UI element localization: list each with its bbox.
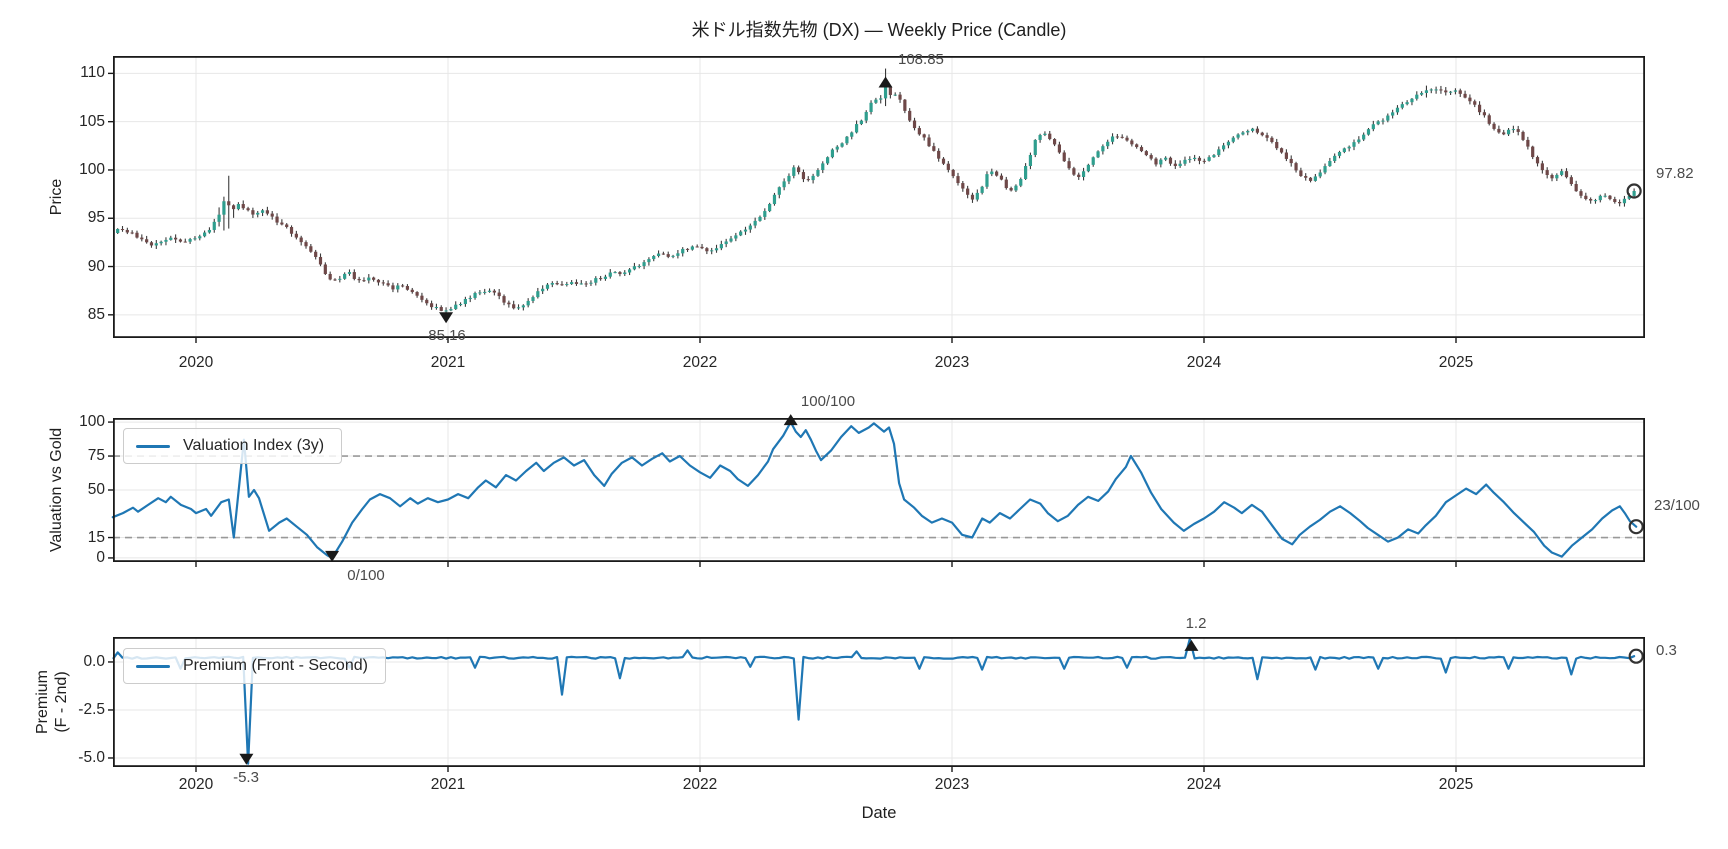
- chart-title: 米ドル指数先物 (DX) — Weekly Price (Candle): [691, 20, 1067, 40]
- marker-layer: [325, 414, 1644, 562]
- x-tick-label: 2020: [178, 776, 214, 793]
- y-tick-label: -2.5: [78, 700, 105, 718]
- x-tick-label: 2021: [430, 354, 466, 371]
- y-tick-label: 0: [96, 548, 105, 566]
- axes-layer: [108, 417, 1645, 567]
- y-tick-label: 95: [87, 209, 105, 227]
- y-tick-label: 110: [80, 64, 105, 82]
- marker-layer: [239, 639, 1644, 765]
- annotation-premium-high: 1.2: [1185, 615, 1207, 632]
- annotation-valuation-last: 23/100: [1654, 497, 1700, 514]
- premium-legend-label: Premium (Front - Second): [183, 657, 368, 674]
- x-tick-label: 2024: [1186, 354, 1222, 371]
- y-tick-label: 50: [87, 481, 105, 498]
- annotation-premium-low: -5.3: [233, 769, 259, 786]
- axes-layer: [108, 636, 1645, 772]
- annotation-premium-last: 0.3: [1656, 642, 1677, 659]
- x-tick-label: 2022: [682, 776, 718, 793]
- y-tick-label: 100: [79, 160, 105, 178]
- gridlines: [113, 418, 1645, 562]
- annotation-price-low: 85.16: [428, 327, 466, 344]
- premium-legend: Premium (Front - Second): [123, 648, 386, 684]
- price-panel-canvas: [108, 55, 1645, 343]
- axes-layer: [108, 55, 1645, 343]
- annotation-price-last: 97.82: [1656, 165, 1694, 182]
- gridlines: [113, 56, 1645, 338]
- annotation-price-high: 108.85: [898, 51, 944, 68]
- y-tick-label: -5.0: [78, 748, 105, 766]
- x-axis-label: Date: [861, 804, 897, 822]
- y-tick-label: 90: [87, 257, 105, 275]
- valuation-panel-canvas: [108, 414, 1645, 567]
- x-tick-label: 2023: [934, 776, 970, 793]
- y-tick-label: 0.0: [83, 652, 105, 670]
- annotation-valuation-low: 0/100: [347, 567, 385, 584]
- series-layer: [116, 68, 1636, 314]
- x-tick-label: 2025: [1438, 776, 1474, 793]
- x-tick-label: 2020: [178, 354, 214, 371]
- premium-legend-line-sample: [136, 664, 170, 668]
- valuation-legend-label: Valuation Index (3y): [183, 437, 325, 454]
- y-tick-label: 85: [87, 305, 105, 323]
- x-tick-label: 2023: [934, 354, 970, 371]
- valuation-legend-line-sample: [136, 444, 170, 448]
- x-tick-label: 2021: [430, 776, 466, 793]
- valuation-legend: Valuation Index (3y): [123, 428, 343, 464]
- series-layer: [111, 421, 1638, 559]
- y-tick-label: 100: [79, 413, 105, 431]
- x-tick-label: 2024: [1186, 776, 1222, 793]
- x-tick-label: 2022: [682, 354, 718, 371]
- y-tick-label: 105: [79, 112, 105, 130]
- y-tick-label: 75: [87, 447, 105, 465]
- marker-layer: [439, 76, 1642, 324]
- y-tick-label: 15: [87, 528, 105, 546]
- x-tick-label: 2025: [1438, 354, 1474, 371]
- annotation-valuation-high: 100/100: [800, 393, 856, 410]
